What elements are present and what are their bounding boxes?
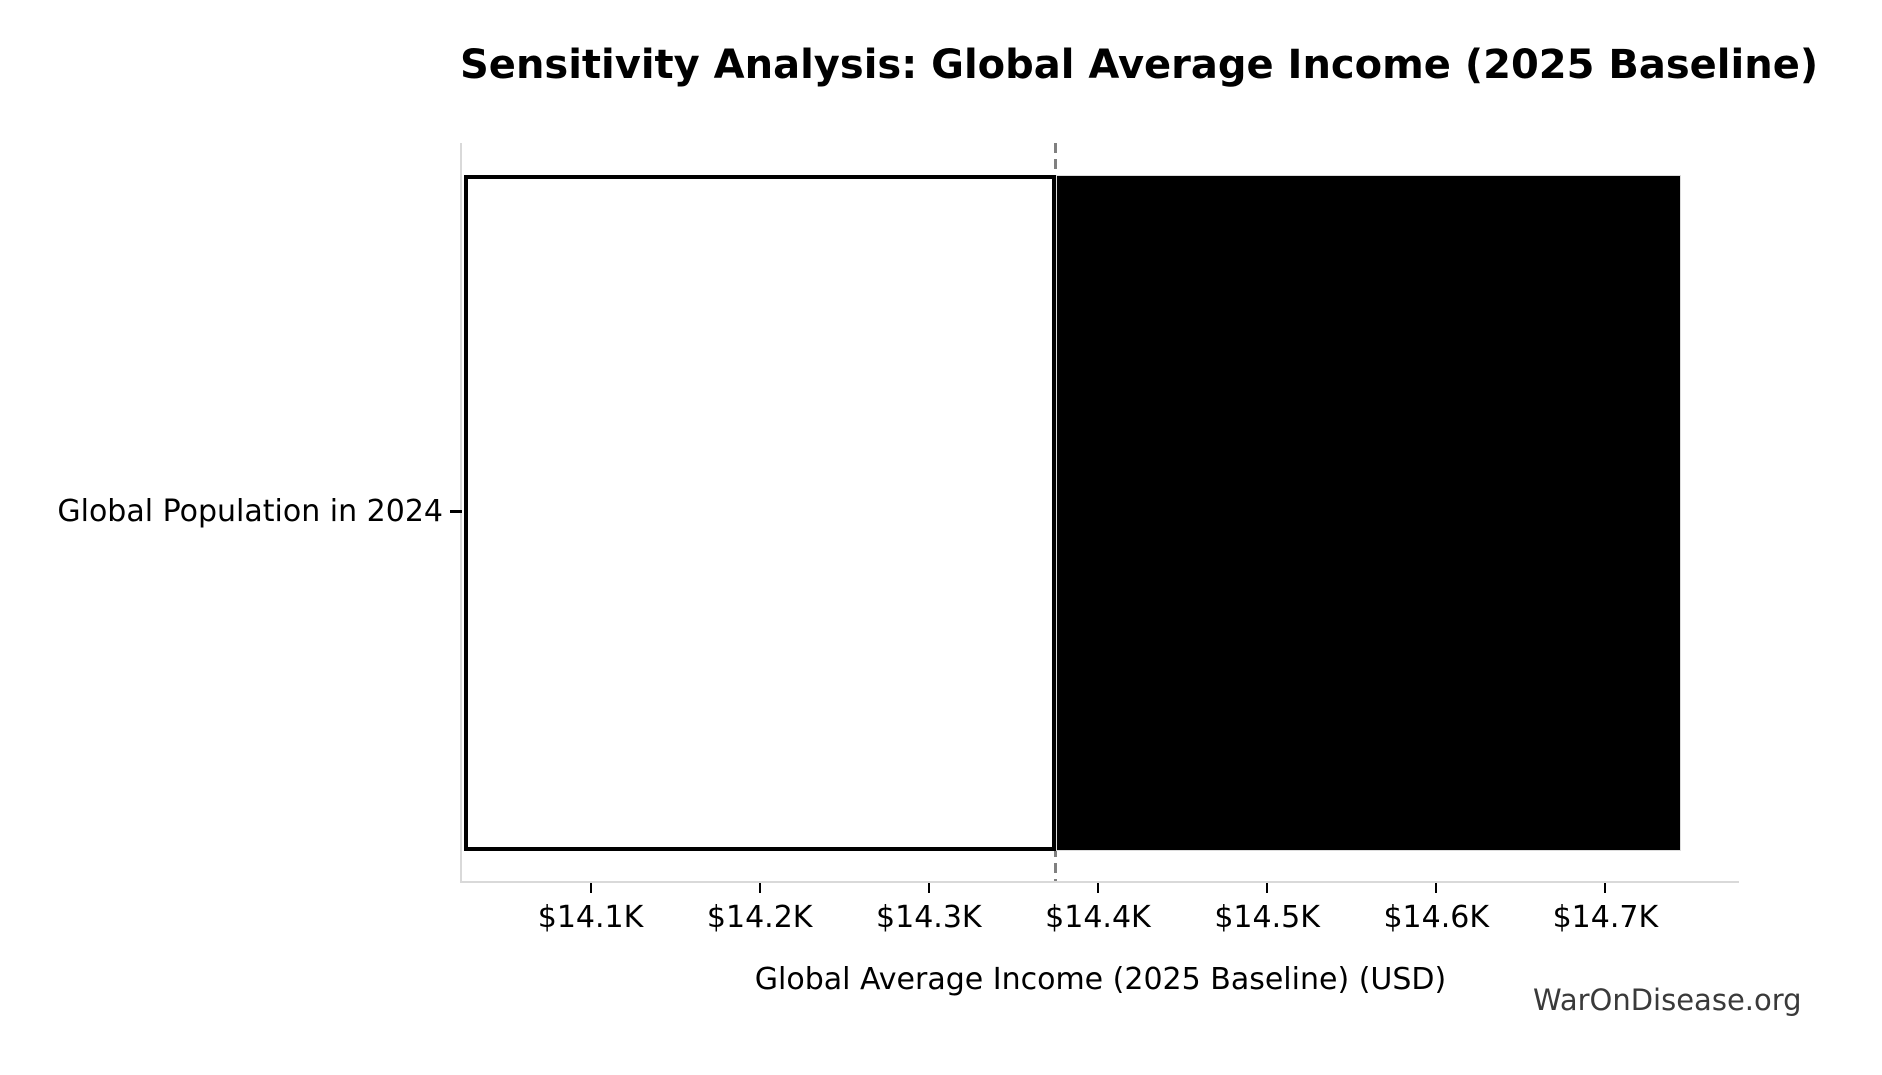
y-axis-tick bbox=[450, 510, 462, 513]
x-axis-tick bbox=[589, 883, 592, 893]
x-axis-tick bbox=[1096, 883, 1099, 893]
chart-title: Sensitivity Analysis: Global Average Inc… bbox=[460, 42, 1819, 88]
x-axis-tick bbox=[1435, 883, 1438, 893]
x-axis-tick bbox=[1604, 883, 1607, 893]
x-axis-tick bbox=[1266, 883, 1269, 893]
x-axis-tick-label: $14.5K bbox=[1214, 900, 1320, 935]
x-axis-tick-label: $14.4K bbox=[1045, 900, 1151, 935]
x-axis-tick-label: $14.7K bbox=[1552, 900, 1659, 935]
x-axis-tick-label: $14.2K bbox=[706, 900, 813, 935]
bar-segment-high bbox=[1055, 175, 1682, 851]
y-category-label: Global Population in 2024 bbox=[57, 494, 443, 529]
plot-area: $14.1K $14.2K $14.3K $14.4K $14.5K $14.6K $14.… bbox=[450, 143, 1739, 933]
x-axis-tick-label: $14.3K bbox=[876, 900, 982, 935]
x-axis-tick bbox=[927, 883, 930, 893]
x-axis-title: Global Average Income (2025 Baseline) (U… bbox=[754, 962, 1447, 997]
bar-segment-low bbox=[463, 175, 1056, 851]
x-axis-tick bbox=[758, 883, 761, 893]
x-axis-tick-label: $14.1K bbox=[537, 900, 644, 935]
x-axis-tick-label: $14.6K bbox=[1383, 900, 1490, 935]
watermark-text: WarOnDisease.org bbox=[1533, 983, 1802, 1017]
